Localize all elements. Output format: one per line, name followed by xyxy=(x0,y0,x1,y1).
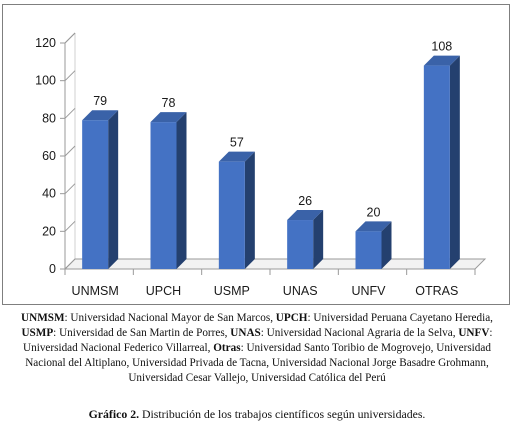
y-tick-depth xyxy=(64,220,76,232)
y-tick-depth xyxy=(64,70,76,82)
bar-side xyxy=(381,221,392,269)
abbr-term: UNAS xyxy=(230,327,261,339)
x-tick-label: UNAS xyxy=(283,284,318,298)
y-tick-label: 100 xyxy=(35,74,56,88)
bar-chart: 0 20 40 60 80 100 120 79 UNMSM 78 UPCH 57 USMP 26 UNAS… xyxy=(35,32,487,298)
data-label: 20 xyxy=(367,205,381,219)
bar xyxy=(150,122,177,269)
x-tick-label: UNMSM xyxy=(72,284,119,298)
abbr-term: UPCH xyxy=(275,312,308,324)
figure-caption: Gráfico 2. Distribución de los trabajos … xyxy=(0,407,514,422)
y-tick-depth xyxy=(64,107,76,119)
bar-top xyxy=(423,55,460,66)
y-tick-label: 120 xyxy=(35,36,56,50)
back-wall xyxy=(74,33,485,260)
abbr-definition: : Universidad Peruana Cayetano Heredia, xyxy=(307,312,493,324)
data-label: 79 xyxy=(93,94,107,108)
bar-side xyxy=(313,210,324,269)
x-tick-label: OTRAS xyxy=(415,284,458,298)
bar-side xyxy=(244,151,255,269)
abbr-definition: : Universidad Nacional Mayor de San Marc… xyxy=(64,312,276,324)
floor xyxy=(63,258,487,270)
x-tick-label: USMP xyxy=(214,284,250,298)
x-tick-label: UPCH xyxy=(146,284,181,298)
y-tick-depth xyxy=(64,258,76,270)
y-tick-depth xyxy=(64,145,76,157)
data-label: 57 xyxy=(230,136,244,150)
bar-top xyxy=(355,221,392,232)
bar-side xyxy=(449,55,460,269)
data-label: 78 xyxy=(162,96,176,110)
bar-top xyxy=(82,110,119,121)
y-tick-depth xyxy=(64,32,76,44)
abbreviations-note: UNMSM: Universidad Nacional Mayor de San… xyxy=(8,311,506,386)
x-tick-label: UNFV xyxy=(351,284,386,298)
data-label: 26 xyxy=(298,194,312,208)
chart-frame: 0 20 40 60 80 100 120 79 UNMSM 78 UPCH 57 USMP 26 UNAS… xyxy=(2,4,510,305)
bar xyxy=(82,120,109,269)
abbr-definition: : Universidad Nacional Federico Villarre… xyxy=(23,327,493,354)
y-tick-label: 40 xyxy=(42,187,56,201)
abbr-definition: : Universidad Nacional Agraria de la Sel… xyxy=(260,327,459,339)
bar xyxy=(423,65,450,269)
abbr-term: UNMSM xyxy=(21,312,65,324)
data-label: 108 xyxy=(431,40,452,54)
caption-label: Gráfico 2. xyxy=(88,407,140,421)
bar-top xyxy=(150,112,187,123)
caption-text: Distribución de los trabajos científicos… xyxy=(139,407,426,421)
y-tick-label: 80 xyxy=(42,111,56,125)
bar xyxy=(355,231,382,269)
abbr-definition: : Universidad Santo Toribio de Mogrovejo… xyxy=(25,342,491,384)
abbr-definition: : Universidad de San Martin de Porres, xyxy=(53,327,231,339)
bar-side xyxy=(176,112,187,269)
abbr-term: USMP xyxy=(21,327,54,339)
y-tick-label: 0 xyxy=(49,262,56,276)
bar-top xyxy=(287,210,324,221)
abbr-term: UNFV xyxy=(458,327,490,339)
bar-top xyxy=(218,151,255,162)
abbr-term: Otras xyxy=(213,342,241,354)
y-tick-depth xyxy=(64,183,76,195)
bar xyxy=(287,220,314,269)
bar xyxy=(218,161,245,269)
y-tick-label: 20 xyxy=(42,224,56,238)
bar-side xyxy=(108,110,119,269)
y-tick-label: 60 xyxy=(42,149,56,163)
